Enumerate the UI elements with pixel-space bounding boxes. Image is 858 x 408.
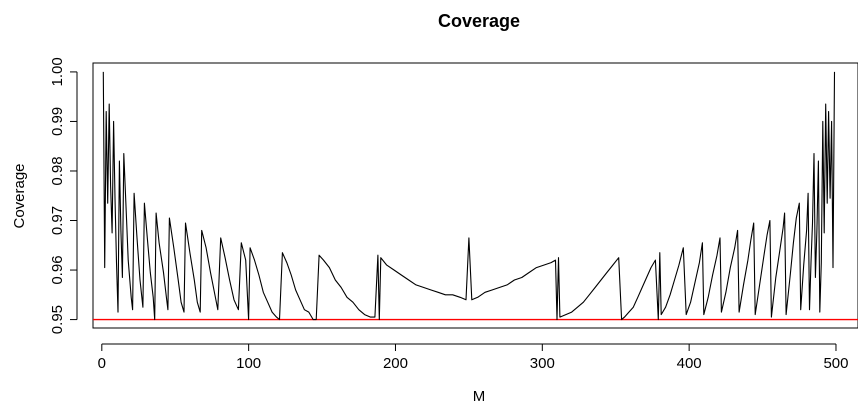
x-axis-label: M — [473, 388, 486, 405]
x-tick-label: 400 — [677, 355, 702, 372]
y-tick-label: 0.98 — [49, 156, 66, 185]
x-tick-label: 200 — [383, 355, 408, 372]
x-tick-label: 100 — [236, 355, 261, 372]
x-tick-label: 500 — [823, 355, 848, 372]
y-tick-label: 0.95 — [49, 305, 66, 334]
y-tick-label: 1.00 — [49, 57, 66, 86]
x-axis: 0 100 200 300 400 500 — [98, 343, 848, 372]
y-tick-label: 0.96 — [49, 255, 66, 284]
y-axis-label: Coverage — [11, 163, 28, 228]
x-tick-label: 0 — [98, 355, 106, 372]
series-layer — [102, 71, 836, 321]
x-tick-label: 300 — [530, 355, 555, 372]
y-axis: 0.95 0.96 0.97 0.98 0.99 1.00 — [49, 57, 78, 334]
plot-area — [92, 62, 858, 329]
chart-title: Coverage — [438, 11, 520, 31]
series-line — [102, 71, 836, 321]
y-tick-label: 0.99 — [49, 107, 66, 136]
plot-frame — [92, 62, 858, 329]
y-tick-label: 0.97 — [49, 206, 66, 235]
